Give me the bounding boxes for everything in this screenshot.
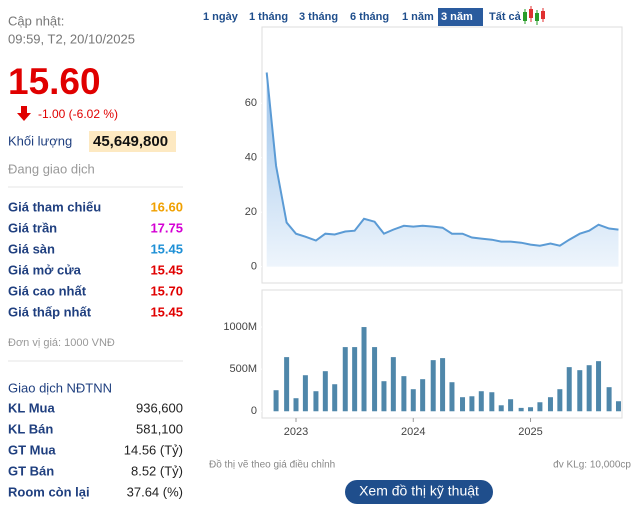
volume-bar <box>430 360 436 412</box>
row-value: 16.60 <box>150 199 183 214</box>
volume-bar <box>489 392 495 412</box>
tab[interactable]: 1 tháng <box>249 11 288 23</box>
y-tick-label: 20 <box>245 206 257 218</box>
tech-chart-button[interactable] <box>345 480 493 504</box>
volume-bar <box>440 358 446 412</box>
update-label: Cập nhật: <box>8 13 64 28</box>
row-label: Giá tham chiếu <box>8 199 101 214</box>
volume-bar <box>606 387 612 412</box>
tab[interactable]: 3 tháng <box>299 11 338 23</box>
row-value: 15.45 <box>150 304 183 319</box>
volume-bar <box>390 357 396 412</box>
volume-bar <box>410 389 416 412</box>
tab[interactable]: Tất cả <box>489 11 522 23</box>
update-time: 09:59, T2, 20/10/2025 <box>8 31 135 46</box>
volume-bar <box>302 375 308 412</box>
volume-bar <box>284 357 290 412</box>
volume-bar <box>577 370 583 412</box>
row-label: GT Mua <box>8 442 56 457</box>
y-tick-label: 0 <box>251 261 257 273</box>
tab[interactable]: 1 ngày <box>203 11 239 23</box>
y-tick-label: 0 <box>251 405 257 417</box>
volume-bar <box>361 327 367 412</box>
volume-bar <box>352 347 358 412</box>
row-label: Room còn lại <box>8 484 90 499</box>
volume-bar <box>293 398 299 412</box>
price-change: -1.00 (-6.02 %) <box>38 107 118 121</box>
row-value: 17.75 <box>150 220 183 235</box>
volume-label: Khối lượng <box>8 133 72 148</box>
tab[interactable]: 6 tháng <box>350 11 389 23</box>
y-tick-label: 1000M <box>223 321 257 333</box>
row-label: Giá sàn <box>8 241 55 256</box>
volume-bar <box>478 391 484 412</box>
volume-box <box>89 131 176 152</box>
row-label: KL Mua <box>8 400 55 415</box>
row-value: 15.45 <box>150 241 183 256</box>
volume-bar <box>381 381 387 412</box>
row-label: GT Bán <box>8 463 54 478</box>
volume-bar <box>557 389 563 412</box>
down-arrow <box>17 106 31 121</box>
tab[interactable]: 1 năm <box>402 11 434 23</box>
x-tick-label: 2023 <box>284 426 308 438</box>
trade-status: Đang giao dịch <box>8 161 95 176</box>
y-tick-label: 60 <box>245 97 257 109</box>
x-tick-label: 2024 <box>401 426 425 438</box>
footer-unit: đv KLg: 10,000cp <box>553 460 631 471</box>
volume-bar <box>508 399 514 412</box>
volume-bar <box>273 390 279 412</box>
row-label: Giá thấp nhất <box>8 304 92 319</box>
row-label: Giá trần <box>8 220 57 235</box>
volume-chart-frame <box>261 289 623 419</box>
volume-bar <box>313 391 319 412</box>
y-tick-label: 40 <box>245 152 257 164</box>
volume-bar <box>547 397 553 412</box>
y-tick-label: 500M <box>229 363 257 375</box>
volume-bar <box>566 367 572 412</box>
volume-bar <box>322 371 328 412</box>
volume-bar <box>401 376 407 412</box>
x-tick-label: 2025 <box>518 426 542 438</box>
price: 15.60 <box>8 61 101 102</box>
row-label: Giá cao nhất <box>8 283 87 298</box>
row-value: 581,100 <box>136 421 183 436</box>
volume-bar <box>469 396 475 412</box>
volume-bar <box>537 402 543 412</box>
row-value: 8.52 (Tỷ) <box>131 463 183 478</box>
volume-bar <box>372 347 378 412</box>
unit-note: Đơn vị giá: 1000 VNĐ <box>8 337 115 349</box>
tab-active-bg[interactable] <box>438 8 483 26</box>
footer-note: Đồ thị vẽ theo giá điều chỉnh <box>209 459 335 471</box>
volume-bar <box>518 407 524 412</box>
price-line <box>265 72 619 247</box>
row-value: 37.64 (%) <box>127 484 183 499</box>
candle-icon <box>523 6 545 25</box>
volume-bar <box>460 397 466 412</box>
row-label: KL Bán <box>8 421 53 436</box>
volume-value: 45,649,800 <box>93 133 168 150</box>
volume-bar <box>498 405 504 412</box>
volume-bar <box>528 407 534 412</box>
volume-bar <box>449 382 455 412</box>
tab[interactable]: 3 năm <box>441 11 473 23</box>
foreign-title: Giao dịch NĐTNN <box>8 380 112 395</box>
volume-bar <box>586 365 592 412</box>
volume-bar <box>420 379 426 412</box>
row-value: 936,600 <box>136 400 183 415</box>
row-value: 15.45 <box>150 262 183 277</box>
row-label: Giá mở cửa <box>8 262 82 277</box>
row-value: 15.70 <box>150 283 183 298</box>
volume-bar <box>332 384 338 412</box>
price-chart-frame <box>261 26 623 284</box>
volume-bar <box>596 361 602 412</box>
tech-chart-button-label[interactable]: Xem đồ thị kỹ thuật <box>359 483 479 499</box>
volume-bar <box>615 401 621 412</box>
volume-bar <box>342 347 348 412</box>
row-value: 14.56 (Tỷ) <box>124 442 183 457</box>
